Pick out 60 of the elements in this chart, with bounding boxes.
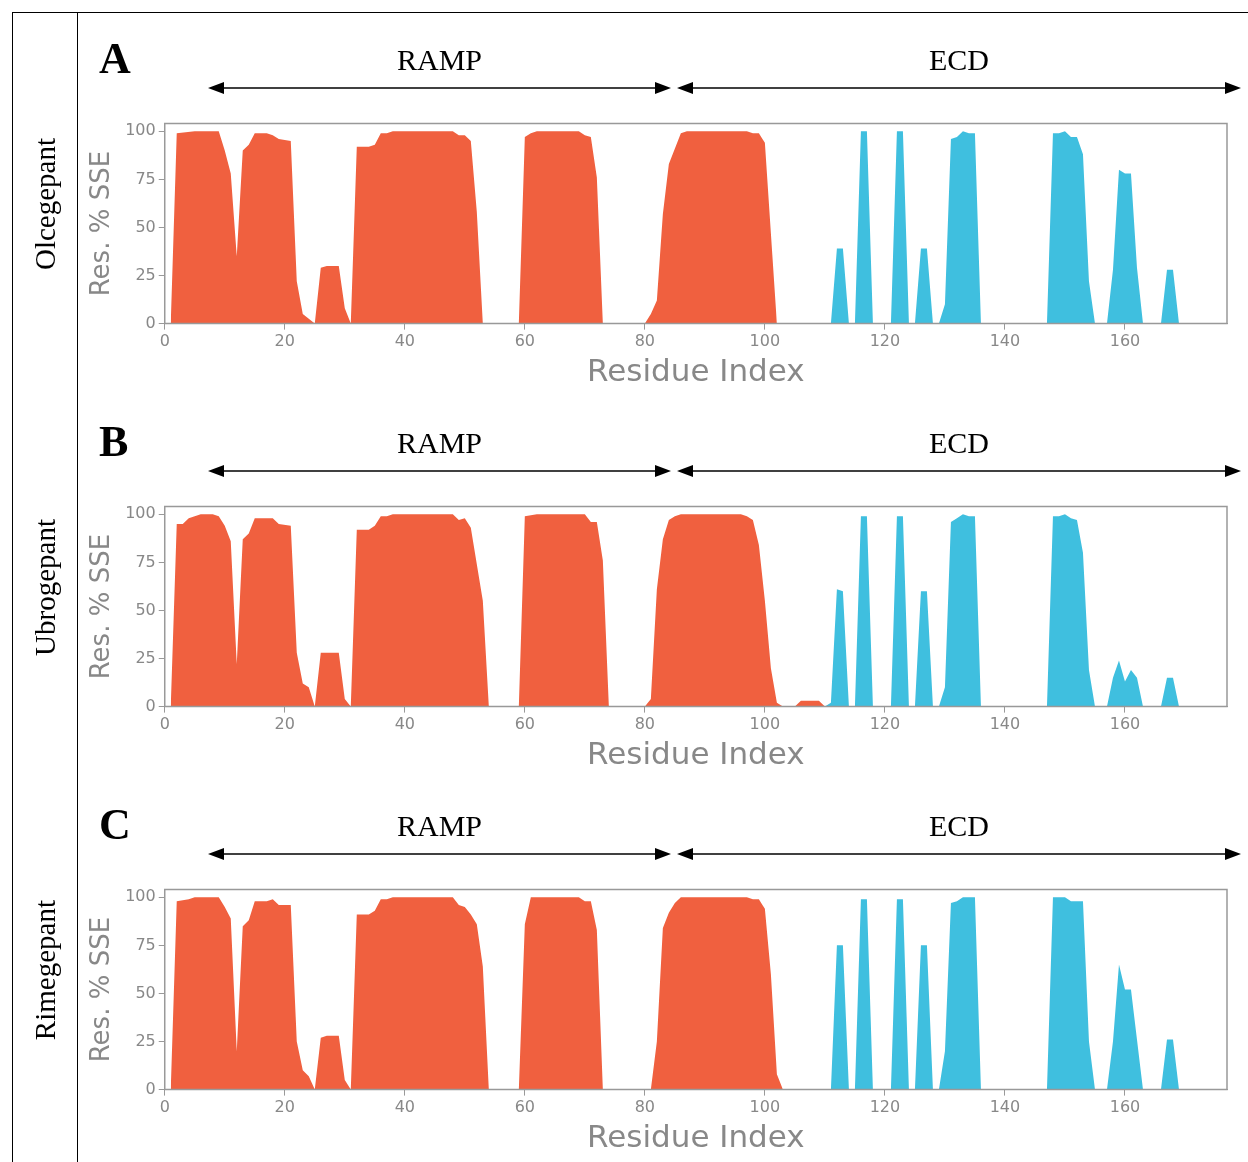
text: Olcegepant xyxy=(28,138,62,271)
y-tick-label: 100 xyxy=(125,886,156,906)
x-tick-label: 140 xyxy=(989,1097,1021,1117)
y-tick-label: 75 xyxy=(135,551,156,571)
y-tick-label: 25 xyxy=(135,264,156,284)
y-tick-label: 75 xyxy=(135,168,156,188)
x-tick-label: 0 xyxy=(159,331,170,351)
y-tick-label: 50 xyxy=(135,982,156,1002)
y-tick-label: 0 xyxy=(145,1078,156,1098)
text: B xyxy=(99,416,129,467)
y-tick-label: 100 xyxy=(125,503,156,523)
y-tick-label: 50 xyxy=(135,216,156,236)
x-tick-label: 20 xyxy=(274,331,295,351)
x-tick-label: 40 xyxy=(394,714,415,734)
text: Ubrogepant xyxy=(28,519,62,656)
x-tick-label: 20 xyxy=(274,714,295,734)
x-tick-label: 60 xyxy=(514,331,536,351)
y-tick-label: 100 xyxy=(125,120,156,140)
x-tick-label: 80 xyxy=(634,1097,656,1117)
x-tick-label: 100 xyxy=(749,714,781,734)
x-tick-label: 160 xyxy=(1109,331,1141,351)
text: RAMP xyxy=(396,43,483,77)
text: Rimegepant xyxy=(28,900,62,1041)
x-tick-label: 80 xyxy=(634,714,656,734)
x-tick-label: 80 xyxy=(634,331,656,351)
y-axis-title: Res. % SSE xyxy=(85,150,116,297)
x-tick-label: 100 xyxy=(749,1097,781,1117)
y-tick-label: 25 xyxy=(135,647,156,667)
x-tick-label: 140 xyxy=(989,714,1021,734)
text: RAMP xyxy=(396,809,483,843)
x-axis-title: Residue Index xyxy=(587,352,805,389)
x-tick-label: 160 xyxy=(1109,714,1141,734)
text: A xyxy=(99,33,131,84)
y-axis-title: Res. % SSE xyxy=(85,916,116,1063)
x-tick-label: 100 xyxy=(749,331,781,351)
text: ECD xyxy=(929,43,989,77)
x-axis-title: Residue Index xyxy=(587,735,805,772)
x-tick-label: 120 xyxy=(869,1097,901,1117)
y-tick-label: 50 xyxy=(135,599,156,619)
x-tick-label: 60 xyxy=(514,714,536,734)
x-tick-label: 0 xyxy=(159,1097,170,1117)
y-tick-label: 0 xyxy=(145,695,156,715)
x-tick-label: 120 xyxy=(869,714,901,734)
y-tick-label: 0 xyxy=(145,312,156,332)
x-tick-label: 40 xyxy=(394,331,415,351)
x-tick-label: 140 xyxy=(989,331,1021,351)
x-tick-label: 120 xyxy=(869,331,901,351)
x-tick-label: 0 xyxy=(159,714,170,734)
x-tick-label: 20 xyxy=(274,1097,295,1117)
x-tick-label: 40 xyxy=(394,1097,415,1117)
y-axis-title: Res. % SSE xyxy=(85,533,116,680)
text: ECD xyxy=(929,809,989,843)
x-tick-label: 60 xyxy=(514,1097,536,1117)
text: RAMP xyxy=(396,426,483,460)
y-tick-label: 25 xyxy=(135,1030,156,1050)
y-tick-label: 75 xyxy=(135,934,156,954)
text: C xyxy=(99,799,131,850)
x-tick-label: 160 xyxy=(1109,1097,1141,1117)
x-axis-title: Residue Index xyxy=(587,1118,805,1155)
text: ECD xyxy=(929,426,989,460)
